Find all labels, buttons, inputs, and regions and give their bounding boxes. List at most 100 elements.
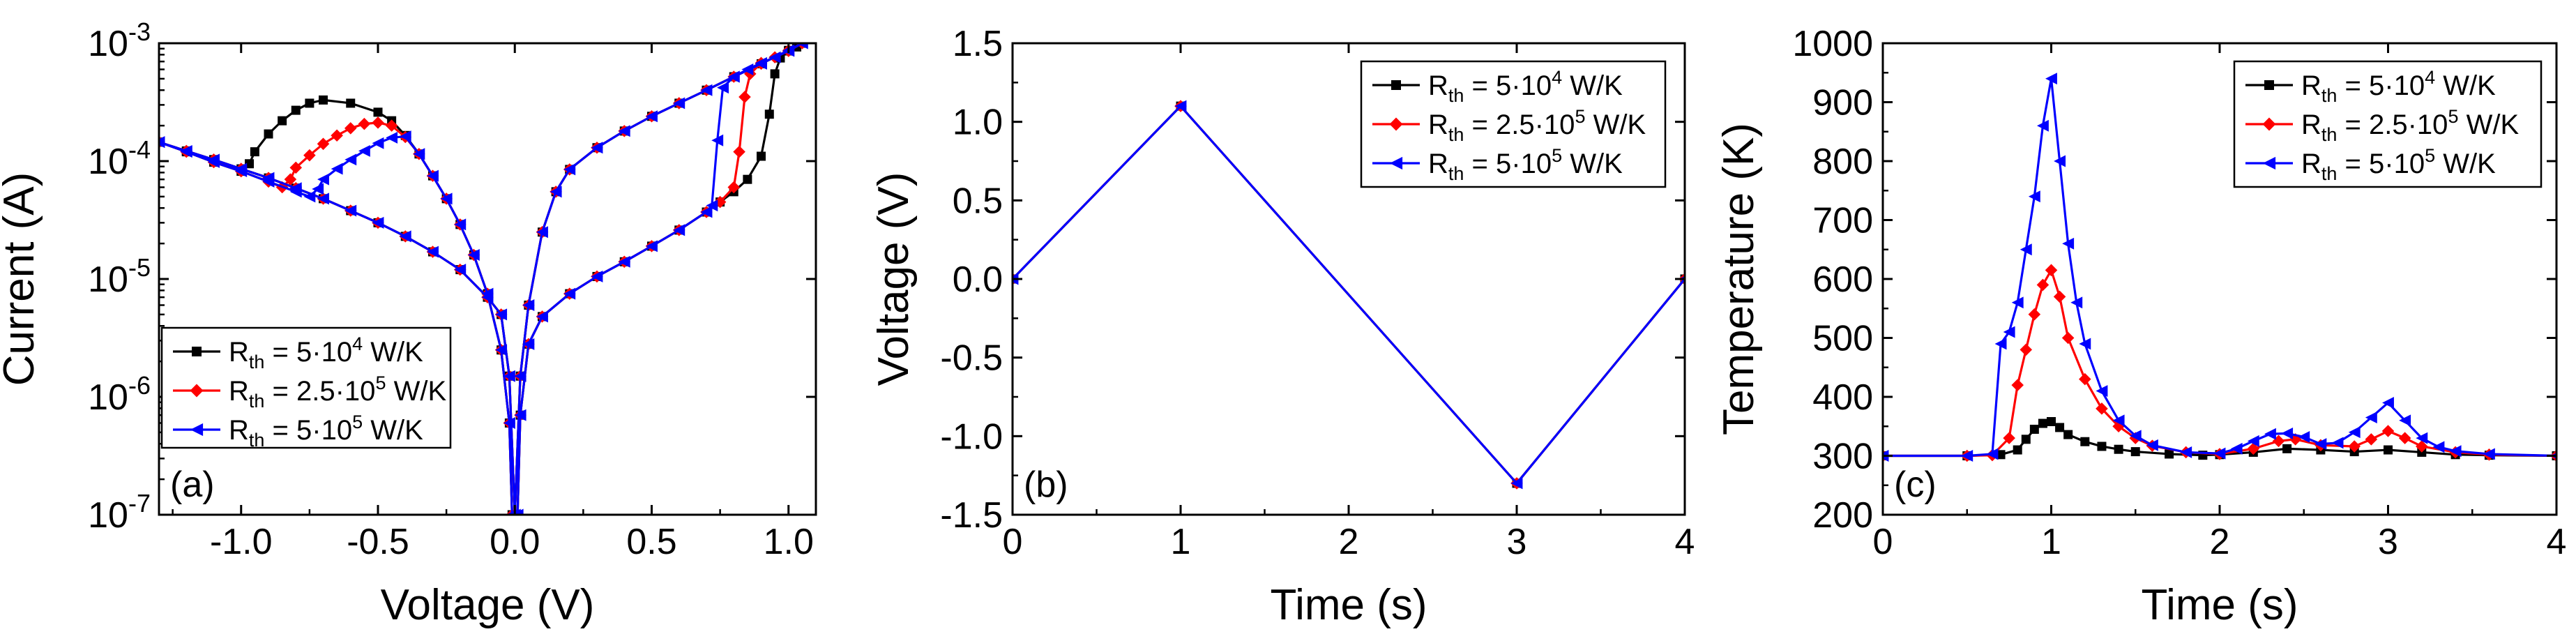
data-point [2432,441,2445,453]
legend-main: R [2301,149,2321,179]
tick-base: 10 [88,259,128,300]
data-point [700,206,713,218]
legend-label: Rth = 5·104 W/K [229,333,423,372]
data-point [673,224,685,236]
data-point [2348,426,2361,439]
y-axis-title: Voltage (V) [870,172,918,386]
data-point [495,308,508,321]
data-point [2281,427,2294,439]
data-point [284,173,297,186]
panel-a: -1.0 -0.5 0.0 0.5 1.010-710-610-510-410-3Vol… [0,17,817,629]
data-point [2045,73,2057,85]
data-point [2365,412,2377,424]
legend-marker [2262,117,2276,131]
legend-marker [190,423,204,437]
legend-pre: = 2.5·10 [1464,110,1575,140]
data-point [2282,444,2292,453]
data-point [646,110,658,123]
data-point [2036,278,2050,292]
tick-base: 10 [88,495,128,536]
y-tick-label: 1.5 [953,24,1003,64]
data-point [2080,437,2090,446]
data-point [2061,331,2075,345]
data-point [711,134,724,146]
y-tick-label: 0.5 [953,181,1003,221]
legend-marker [1389,117,1403,131]
data-point [278,116,287,126]
data-point [2180,446,2192,458]
y-tick-label: 900 [1812,83,1873,123]
series-line [1013,105,1685,485]
data-point [1510,477,1523,490]
data-point [717,82,729,94]
legend-post: W/K [363,415,423,446]
data-point [514,409,526,421]
x-axis-title: Time (s) [1271,581,1427,629]
panel-b: 0 1 2 3 4 -1.5 -1.0 -0.5 0.0 0.5 1.0 1.5 Time (s) Vol… [870,24,1695,629]
x-tick-label: 1.0 [764,522,814,562]
legend-post: W/K [1585,110,1646,140]
data-point [385,119,398,132]
data-point [2247,435,2259,447]
data-point [522,338,535,350]
legend-label: Rth = 5·105 W/K [229,412,423,451]
y-tick-label: -1.0 [940,416,1003,457]
legend-marker [192,347,202,356]
data-point [2011,296,2024,309]
data-point [1174,100,1187,112]
legend-label: Rth = 5·104 W/K [2301,67,2496,106]
y-tick-label: 300 [1812,437,1873,477]
data-point [386,131,398,144]
legend-post: W/K [1562,70,1623,101]
x-tick-label: 3 [2378,522,2398,562]
data-point [503,417,515,429]
legend-sup: 4 [352,333,363,354]
data-point [2020,243,2032,256]
data-point [2054,155,2066,167]
data-point [2029,424,2039,434]
data-point [1961,450,1973,462]
legend-sub: th [2321,163,2338,184]
data-point [503,370,515,382]
data-point [317,137,330,151]
legend-marker [1389,156,1403,170]
x-tick-label: 4 [2547,522,2567,562]
legend-sup: 4 [1552,67,1562,88]
data-point [2331,437,2344,449]
tick-exponent: -5 [128,253,151,282]
data-point [2213,447,2226,460]
data-point [289,161,303,174]
legend-post: W/K [1562,149,1623,179]
legend-marker [190,384,204,398]
data-point [245,159,255,169]
x-tick-label: 1 [2041,522,2061,562]
data-point [208,153,220,166]
data-point [2053,290,2066,303]
data-point [522,299,535,311]
legend-sup: 4 [2425,67,2435,88]
legend-main: R [229,376,249,407]
x-tick-label: -0.5 [347,522,409,562]
data-point [454,264,467,276]
data-point [235,163,248,175]
x-tick-label: 0.0 [490,522,540,562]
y-tick-label: -1.5 [940,495,1003,536]
legend-sub: th [2321,85,2338,106]
legend-sup: 5 [1552,145,1562,166]
series-line [1883,269,2556,458]
legend-sup: 5 [375,372,386,393]
data-point [399,230,411,243]
data-point [159,136,165,149]
x-tick-label: 3 [1507,522,1527,562]
data-point [303,149,316,162]
data-point [344,122,357,135]
panel-tag: (a) [170,465,215,505]
data-point [2097,441,2107,451]
legend-sup: 5 [2448,106,2458,127]
data-point [303,190,316,203]
y-tick-label: 10-3 [88,17,151,64]
y-axis-title: Current (A) [0,172,43,386]
y-tick-label: 400 [1812,377,1873,418]
x-axis-title: Time (s) [2142,581,2298,629]
legend-marker [2262,156,2276,170]
